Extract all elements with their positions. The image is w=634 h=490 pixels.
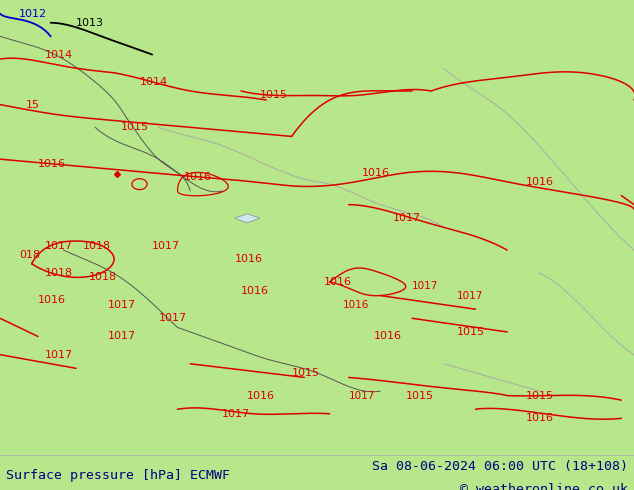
Text: 1016: 1016 — [374, 332, 402, 342]
Text: 1017: 1017 — [108, 332, 136, 342]
Text: © weatheronline.co.uk: © weatheronline.co.uk — [460, 483, 628, 490]
Text: 1017: 1017 — [158, 313, 186, 323]
Text: 1018: 1018 — [82, 241, 110, 250]
Text: 1016: 1016 — [38, 159, 66, 169]
Text: 1017: 1017 — [222, 409, 250, 419]
Text: 1017: 1017 — [152, 241, 180, 250]
Text: 1017: 1017 — [44, 241, 72, 250]
Text: 1016: 1016 — [184, 172, 212, 182]
Text: 1017: 1017 — [456, 291, 483, 300]
Text: 1017: 1017 — [349, 391, 375, 401]
Text: 1017: 1017 — [412, 281, 439, 292]
Text: 1012: 1012 — [19, 9, 47, 19]
Text: 1016: 1016 — [241, 286, 269, 296]
Text: 1014: 1014 — [44, 49, 72, 60]
Text: 1015: 1015 — [456, 327, 484, 337]
Text: 15: 15 — [25, 99, 39, 110]
Text: 1015: 1015 — [292, 368, 320, 378]
Polygon shape — [235, 214, 260, 223]
Text: Sa 08-06-2024 06:00 UTC (18+108): Sa 08-06-2024 06:00 UTC (18+108) — [372, 460, 628, 473]
Text: 1013: 1013 — [76, 18, 104, 28]
Text: 1015: 1015 — [260, 91, 288, 100]
Text: 1016: 1016 — [235, 254, 262, 264]
Text: 018: 018 — [19, 249, 40, 260]
Text: 1015: 1015 — [526, 391, 554, 401]
Text: 1015: 1015 — [406, 391, 434, 401]
Text: 1014: 1014 — [139, 77, 167, 87]
Text: 1016: 1016 — [247, 391, 275, 401]
Text: 1016: 1016 — [342, 300, 369, 310]
Text: 1017: 1017 — [44, 350, 72, 360]
Text: 1018: 1018 — [44, 268, 72, 278]
Text: 1016: 1016 — [526, 177, 554, 187]
Text: Surface pressure [hPa] ECMWF: Surface pressure [hPa] ECMWF — [6, 469, 230, 482]
Text: 1016: 1016 — [361, 168, 389, 178]
Text: 1016: 1016 — [38, 295, 66, 305]
Text: 1017: 1017 — [108, 300, 136, 310]
Text: 1015: 1015 — [120, 122, 148, 132]
Text: 1017: 1017 — [393, 213, 421, 223]
Text: 1016: 1016 — [323, 277, 351, 287]
Text: 1016: 1016 — [526, 414, 554, 423]
Text: 1018: 1018 — [89, 272, 117, 282]
